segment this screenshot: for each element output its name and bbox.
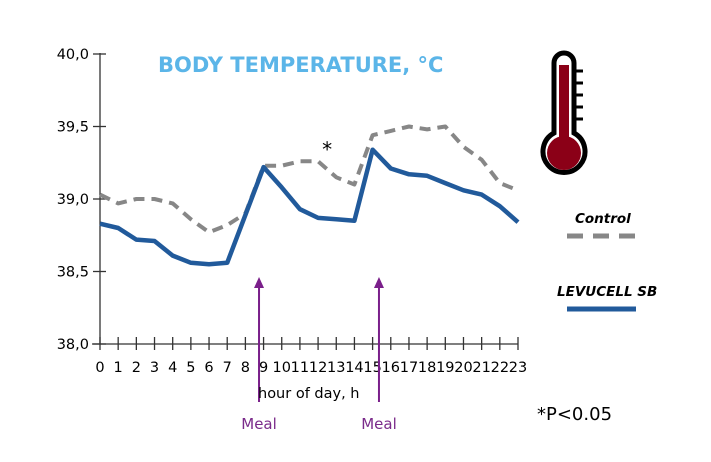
- x-tick-label: 12: [309, 360, 327, 376]
- x-axis-label: hour of day, h: [258, 386, 360, 402]
- x-axis-ticks: 0 1 2 3 4 5 6 7 8 9 10 11 12 13 14 15 16 17 18 19 20 21 22 23: [95, 337, 527, 376]
- x-tick-label: 21: [472, 360, 490, 376]
- legend-label-control: Control: [575, 211, 631, 227]
- x-tick-label: 17: [400, 360, 418, 376]
- annotation-layer: * Meal Meal: [241, 137, 396, 433]
- x-tick-label: 23: [509, 360, 527, 376]
- x-tick-label: 5: [186, 360, 195, 376]
- x-tick-label: 0: [95, 360, 104, 376]
- x-tick-label: 7: [223, 360, 232, 376]
- x-tick-label: 20: [454, 360, 472, 376]
- thermometer-icon: [540, 50, 588, 175]
- y-tick-label: 38,5: [57, 265, 89, 281]
- significance-footnote: *P<0.05: [537, 404, 612, 425]
- series-line-control: [99, 124, 519, 235]
- series-layer: [99, 124, 520, 267]
- significance-asterisk: *: [322, 137, 332, 161]
- meal-label: Meal: [361, 415, 397, 433]
- x-tick-label: 10: [273, 360, 291, 376]
- x-tick-label: 15: [363, 360, 381, 376]
- x-tick-label: 18: [418, 360, 436, 376]
- meal-label: Meal: [241, 415, 277, 433]
- x-tick-label: 22: [491, 360, 509, 376]
- y-tick-label: 40,0: [57, 47, 89, 63]
- meal-arrow-head: [254, 277, 265, 288]
- x-tick-label: 4: [168, 360, 177, 376]
- legend-item-levucell: LEVUCELL SB: [557, 284, 657, 312]
- x-tick-label: 14: [345, 360, 363, 376]
- x-tick-label: 9: [259, 360, 268, 376]
- x-tick-label: 8: [241, 360, 250, 376]
- x-tick-label: 6: [204, 360, 213, 376]
- meal-arrow: Meal: [241, 277, 277, 433]
- x-tick-label: 2: [132, 360, 141, 376]
- y-axis-ticks: 38,0 38,5 39,0 39,5 40,0: [57, 47, 106, 353]
- x-tick-label: 16: [382, 360, 400, 376]
- x-tick-label: 19: [436, 360, 454, 376]
- legend-label-levucell: LEVUCELL SB: [557, 284, 657, 300]
- meal-arrow-head: [373, 277, 384, 288]
- y-tick-label: 39,5: [57, 120, 89, 136]
- legend-item-control: Control: [567, 211, 637, 239]
- meal-arrow: Meal: [361, 277, 397, 433]
- legend: Control LEVUCELL SB: [557, 211, 657, 312]
- y-tick-label: 39,0: [57, 192, 89, 208]
- x-tick-label: 13: [327, 360, 345, 376]
- x-tick-label: 1: [114, 360, 123, 376]
- x-tick-label: 11: [291, 360, 309, 376]
- series-line-levucell-sb: [99, 147, 520, 267]
- y-tick-label: 38,0: [57, 337, 89, 353]
- chart-title: BODY TEMPERATURE, °C: [158, 53, 443, 77]
- x-tick-label: 3: [150, 360, 159, 376]
